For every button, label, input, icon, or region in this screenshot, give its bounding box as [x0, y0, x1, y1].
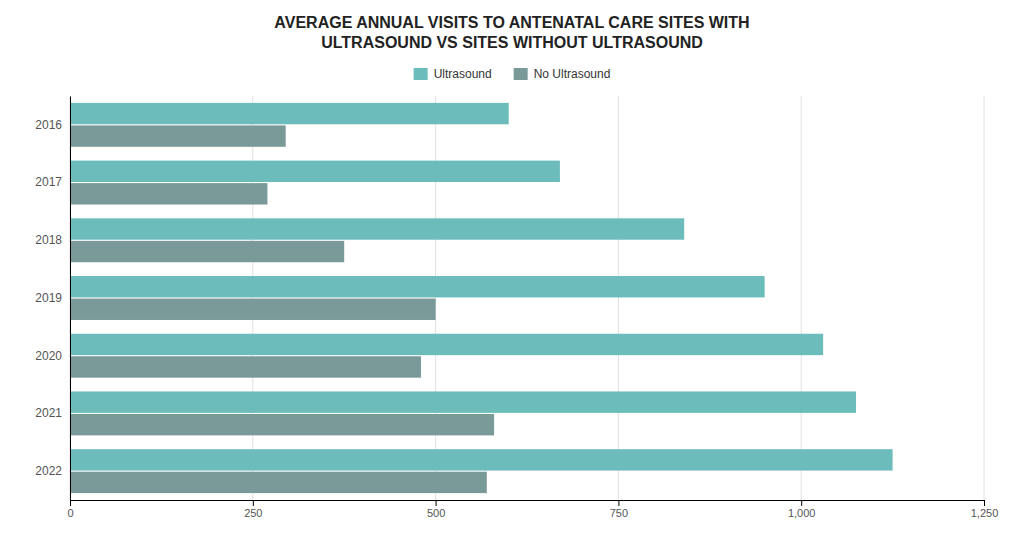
- grid-line: [252, 96, 253, 500]
- bar: [70, 241, 344, 262]
- grid-line: [618, 96, 619, 500]
- tick: 500: [427, 500, 445, 519]
- grid-line: [801, 96, 802, 500]
- bar-series: [70, 103, 893, 471]
- bar: [70, 218, 684, 239]
- bar: [70, 276, 765, 297]
- bar: [70, 449, 893, 470]
- tick-label: 2022: [35, 464, 62, 478]
- legend-item: No Ultrasound: [514, 67, 611, 81]
- bar: [70, 356, 421, 377]
- bar: [70, 161, 560, 182]
- tick: 2022: [35, 464, 70, 478]
- plot-area: [70, 103, 893, 493]
- axis-line: [71, 501, 985, 507]
- bar: [70, 391, 856, 412]
- grid: [70, 96, 984, 500]
- tick: 750: [610, 500, 628, 519]
- grid-line: [70, 96, 71, 500]
- title: AVERAGE ANNUAL VISITS TO ANTENATAL CARE …: [274, 14, 749, 51]
- legend: Ultrasound No Ultrasound: [414, 67, 611, 81]
- tick-label: 2021: [35, 406, 62, 420]
- tick: 1,250: [971, 500, 999, 519]
- tick-mark: [70, 500, 71, 506]
- tick-label: 2016: [35, 118, 62, 132]
- grid-line: [435, 96, 436, 500]
- tick-label: 750: [610, 507, 628, 519]
- bar: [70, 472, 487, 493]
- legend-swatch: [414, 68, 428, 80]
- bar: [70, 183, 267, 204]
- tick-mark: [618, 500, 619, 506]
- tick-mark: [984, 500, 985, 506]
- y-axis: 2016 2017 2018 2019 2020 2021 2022: [35, 97, 70, 501]
- bar: [70, 334, 823, 355]
- tick-label: 2019: [35, 291, 62, 305]
- tick: 0: [67, 500, 73, 519]
- tick-label: 0: [67, 507, 73, 519]
- tick-label: 500: [427, 507, 445, 519]
- tick-label: 1,250: [971, 507, 999, 519]
- tick-label: 250: [244, 507, 262, 519]
- tick-label: 2017: [35, 175, 62, 189]
- chart-svg: AVERAGE ANNUAL VISITS TO ANTENATAL CARE …: [0, 0, 1024, 536]
- tick: 2019: [35, 291, 70, 305]
- tick-mark: [253, 500, 254, 506]
- tick: 250: [244, 500, 262, 519]
- grid-line: [984, 96, 985, 500]
- tick: 2016: [35, 118, 70, 132]
- tick: 2020: [35, 349, 70, 363]
- tick-label: 1,000: [788, 507, 816, 519]
- tick: 2018: [35, 233, 70, 247]
- tick: 1,000: [788, 500, 816, 519]
- bar: [70, 414, 494, 435]
- x-axis: 0 250 500 750 1,000 1,250: [67, 500, 998, 519]
- legend-label: Ultrasound: [434, 67, 492, 81]
- bar: [70, 299, 436, 320]
- tick-mark: [801, 500, 802, 506]
- chart-container: AVERAGE ANNUAL VISITS TO ANTENATAL CARE …: [0, 0, 1024, 536]
- tick-label: 2020: [35, 349, 62, 363]
- axis-line: [70, 97, 71, 501]
- legend-item: Ultrasound: [414, 67, 492, 81]
- tick-mark: [436, 500, 437, 506]
- bar: [70, 103, 509, 124]
- legend-swatch: [514, 68, 528, 80]
- tick-label: 2018: [35, 233, 62, 247]
- tick: 2017: [35, 175, 70, 189]
- bar: [70, 125, 286, 146]
- legend-label: No Ultrasound: [534, 67, 611, 81]
- bar-series: [70, 125, 494, 493]
- tick: 2021: [35, 406, 70, 420]
